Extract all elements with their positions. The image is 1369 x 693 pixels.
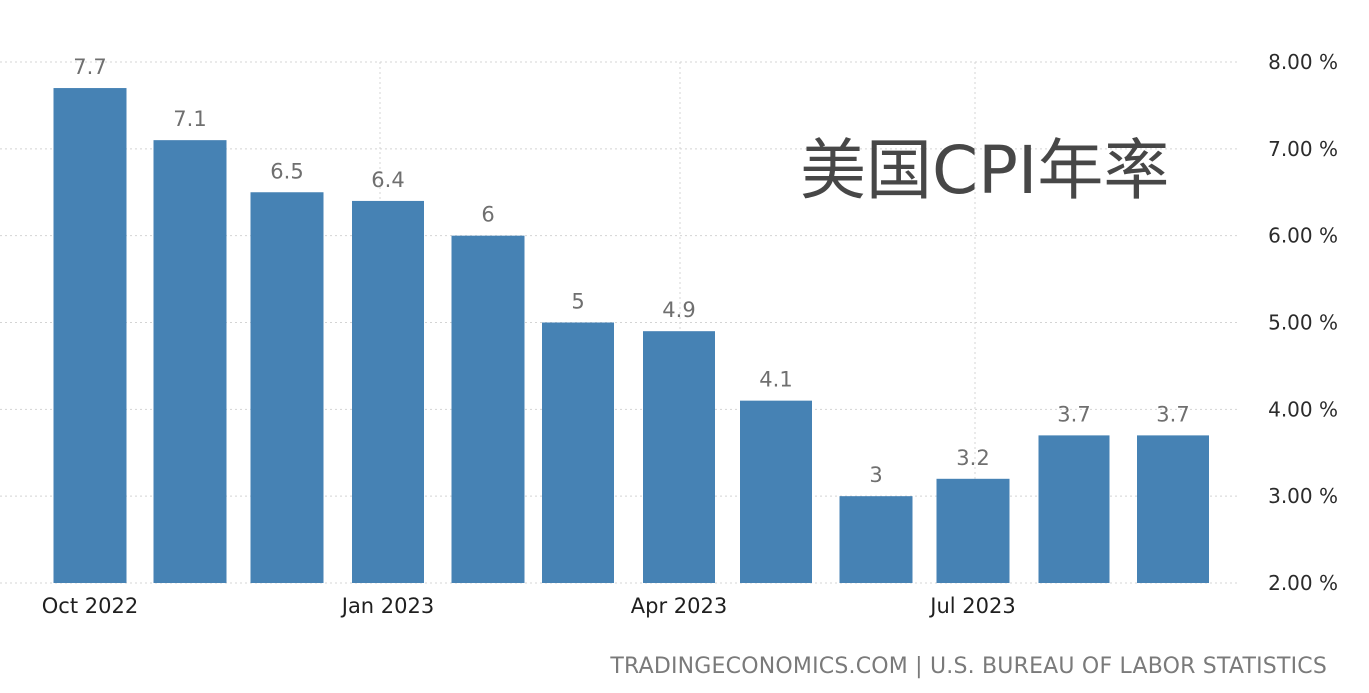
x-tick-label: Jan 2023 bbox=[340, 594, 435, 618]
bar-value-label: 6 bbox=[481, 203, 494, 227]
x-axis-tick-labels: Oct 2022 Jan 2023 Apr 2023 Jul 2023 bbox=[42, 594, 1016, 618]
bar-value-label: 4.1 bbox=[759, 368, 792, 392]
y-tick-label: 3.00 % bbox=[1268, 484, 1338, 508]
y-tick-label: 8.00 % bbox=[1268, 50, 1338, 74]
bar-value-label: 6.4 bbox=[371, 168, 404, 192]
y-tick-label: 5.00 % bbox=[1268, 311, 1338, 335]
bar-value-label: 7.7 bbox=[73, 55, 106, 79]
chart-title: 美国CPI年率 bbox=[800, 132, 1170, 209]
bar-value-label: 5 bbox=[571, 290, 584, 314]
bar bbox=[451, 235, 525, 583]
bar-value-labels: 7.7 7.1 6.5 6.4 6 5 4.9 4.1 3 3.2 3.7 3.7 bbox=[73, 55, 1189, 487]
bar bbox=[153, 140, 227, 583]
bar bbox=[1038, 435, 1110, 583]
y-tick-label: 6.00 % bbox=[1268, 224, 1338, 248]
bar bbox=[352, 200, 424, 583]
bar-value-label: 3.7 bbox=[1156, 402, 1189, 426]
bar bbox=[643, 331, 715, 583]
y-tick-label: 4.00 % bbox=[1268, 397, 1338, 421]
bar bbox=[839, 496, 913, 583]
bar bbox=[740, 400, 812, 583]
bar-value-label: 3 bbox=[869, 463, 882, 487]
bar-value-label: 3.7 bbox=[1057, 402, 1090, 426]
bar bbox=[250, 192, 324, 583]
y-axis-tick-labels: 2.00 % 3.00 % 4.00 % 5.00 % 6.00 % 7.00 % 8.00… bbox=[1268, 50, 1338, 595]
y-tick-label: 2.00 % bbox=[1268, 571, 1338, 595]
bar bbox=[936, 478, 1010, 583]
bar-value-label: 7.1 bbox=[173, 107, 206, 131]
bar-value-label: 3.2 bbox=[956, 446, 989, 470]
source-credit: TRADINGECONOMICS.COM | U.S. BUREAU OF LA… bbox=[610, 654, 1327, 679]
x-tick-label: Oct 2022 bbox=[42, 594, 138, 618]
x-tick-label: Jul 2023 bbox=[928, 594, 1015, 618]
bar bbox=[1137, 435, 1209, 583]
bar-value-label: 4.9 bbox=[662, 298, 695, 322]
bars bbox=[53, 88, 1209, 584]
bar-value-label: 6.5 bbox=[270, 159, 303, 183]
bar bbox=[53, 88, 127, 584]
y-tick-label: 7.00 % bbox=[1268, 137, 1338, 161]
x-tick-label: Apr 2023 bbox=[631, 594, 727, 618]
bar bbox=[542, 322, 614, 583]
